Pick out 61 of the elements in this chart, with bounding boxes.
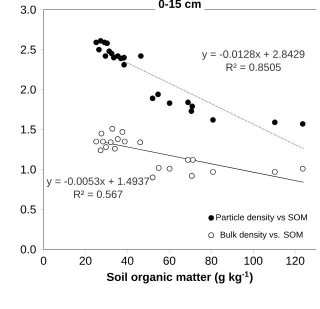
point	[112, 146, 118, 152]
y-tick-label: 3.0	[20, 5, 36, 14]
point	[121, 54, 127, 60]
y-tick-label: 1.0	[21, 165, 36, 174]
point	[188, 172, 195, 179]
point	[100, 138, 106, 144]
point	[108, 50, 115, 56]
point	[103, 144, 109, 150]
point	[137, 139, 144, 145]
point	[150, 174, 156, 180]
y-tick-label: 0.0	[20, 245, 36, 254]
y-tick-label: 1.5	[21, 125, 36, 134]
x-tick-label: 120	[286, 256, 304, 265]
point	[104, 40, 110, 46]
legend-label: Bulk density vs. SOM	[220, 231, 302, 240]
point	[98, 38, 104, 44]
point	[272, 168, 278, 175]
annotation: y = -0.0053x + 1.4937	[46, 177, 150, 187]
point	[156, 164, 162, 171]
point	[188, 108, 194, 114]
point	[210, 168, 216, 175]
point	[121, 62, 127, 68]
annotation: R² = 0.567	[74, 190, 122, 198]
point	[210, 116, 216, 123]
x-tick-label: 20	[80, 256, 92, 265]
point	[122, 138, 128, 144]
point	[120, 128, 126, 135]
point	[185, 156, 191, 163]
x-axis-title: Soil organic matter (g kg$^{-1}$)	[106, 271, 253, 284]
point	[114, 136, 121, 142]
point	[155, 91, 161, 98]
annotation: y = -0.0128x + 2.8429	[202, 50, 304, 60]
point	[98, 130, 104, 136]
point	[166, 100, 172, 106]
x-tick-label: 0	[40, 256, 46, 265]
annotation: R² = 0.8505	[226, 63, 281, 71]
point	[166, 166, 172, 172]
point	[93, 39, 99, 46]
point	[189, 103, 196, 110]
point	[93, 138, 99, 144]
x-tick-label: 60	[164, 256, 176, 265]
point	[190, 156, 196, 163]
x-tick-label: 100	[244, 256, 262, 265]
point	[108, 139, 114, 145]
point	[98, 147, 104, 153]
chart-title: 0-15 cm	[158, 0, 201, 8]
x-tick-label: 80	[205, 256, 218, 265]
y-tick-label: 2.5	[20, 45, 36, 54]
point	[300, 166, 306, 172]
x-tick-label: 40	[121, 256, 134, 265]
point	[102, 53, 108, 59]
point	[96, 46, 102, 52]
point	[150, 95, 156, 102]
point	[138, 53, 144, 59]
point	[300, 120, 306, 127]
point	[272, 119, 278, 125]
y-tick-label: 0.5	[20, 205, 36, 214]
legend-label: Particle density vs SOM	[216, 214, 307, 222]
point	[110, 126, 116, 132]
y-tick-label: 2.0	[20, 85, 36, 94]
point	[185, 99, 191, 106]
